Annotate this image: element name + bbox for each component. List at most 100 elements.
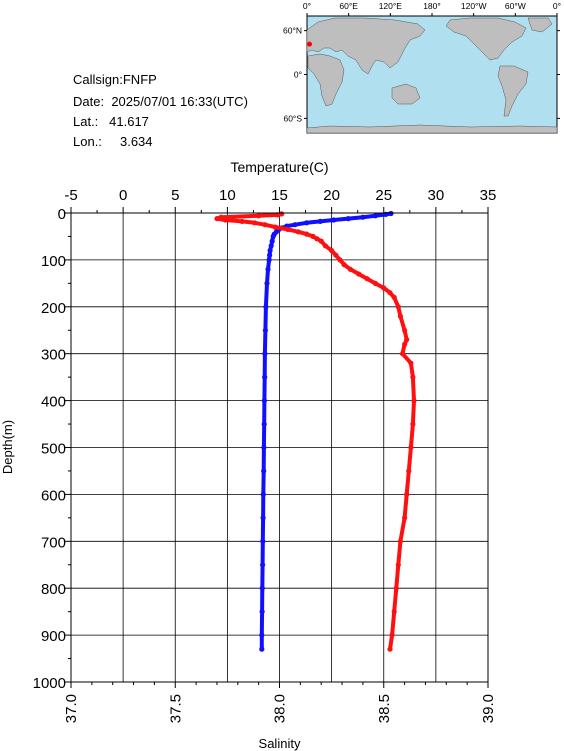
temperature-tick-label: 15 (271, 187, 288, 204)
salinity-point (322, 243, 328, 249)
depth-axis-label: Depth(m) (0, 420, 15, 474)
depth-axis: 0 100 200 300 400 500 600 700 800 900 1000 (33, 206, 71, 692)
salinity-axis: 37.0 37.5 38.0 38.5 39.0 (63, 682, 497, 723)
map-longitude-label: 0° (303, 1, 311, 11)
lon-value: 3.634 (119, 134, 153, 149)
salinity-profile-line (215, 211, 416, 652)
lon-label: Lon.: (73, 134, 102, 149)
depth-tick-label: 800 (41, 581, 66, 598)
salinity-tick-label: 39.0 (480, 694, 497, 723)
depth-tick-label: 700 (41, 534, 66, 551)
map-longitude-ticks: 0° 60°E 120°E 180° 120°W 60°W 0° (303, 1, 561, 16)
map-longitude-label: 120°E (379, 1, 403, 11)
salinity-point (333, 252, 339, 258)
lat-line: Lat.: 41.617 (73, 114, 149, 129)
temperature-point (262, 327, 268, 333)
salinity-point (387, 646, 393, 652)
salinity-point (218, 214, 224, 220)
map-longitude-label: 120°W (461, 1, 487, 11)
salinity-point (214, 216, 220, 222)
map-longitude-label: 60°W (505, 1, 526, 11)
lon-line: Lon.: 3.634 (73, 134, 153, 149)
salinity-point (272, 224, 278, 230)
salinity-point (408, 360, 414, 366)
salinity-point (318, 238, 324, 244)
depth-tick-label: 300 (41, 347, 66, 364)
lat-label: Lat.: (73, 114, 99, 129)
temperature-point (261, 421, 267, 427)
depth-tick-label: 600 (41, 487, 66, 504)
temperature-tick-label: 0 (119, 187, 127, 204)
temperature-point (267, 247, 273, 254)
temperature-point (261, 398, 267, 404)
map-latitude-label: 0° (294, 70, 302, 80)
salinity-point (239, 218, 245, 224)
salinity-point (395, 304, 401, 310)
temperature-point (383, 211, 389, 217)
temperature-tick-label: 10 (219, 187, 236, 204)
temperature-point (360, 214, 366, 220)
salinity-point (314, 236, 320, 242)
salinity-point (381, 285, 387, 291)
world-map: 0° 60°E 120°E 180° 120°W 60°W 0° 60°N 0° 60°S (283, 1, 561, 134)
salinity-point (279, 211, 285, 217)
salinity-point (274, 212, 280, 218)
land-north-america (445, 17, 527, 61)
temperature-tick-label: -5 (64, 187, 77, 204)
temperature-point (268, 243, 274, 249)
temperature-point (269, 238, 275, 244)
temperature-tick-label: 20 (323, 187, 340, 204)
salinity-axis-label: Salinity (259, 736, 301, 751)
data-series (214, 210, 417, 652)
salinity-tick-label: 38.5 (376, 694, 393, 723)
date-value: 2025/07/01 16:33(UTC) (111, 94, 248, 109)
salinity-point (397, 538, 403, 544)
depth-tick-label: 1000 (33, 675, 66, 692)
salinity-point (256, 213, 262, 219)
temperature-point (260, 538, 266, 544)
temperature-point (259, 646, 265, 652)
salinity-point (402, 515, 408, 521)
salinity-point (304, 231, 310, 237)
map-latitude-label: 60°S (283, 113, 302, 123)
salinity-point (406, 468, 412, 474)
callsign-line: Callsign:FNFP (73, 72, 157, 87)
depth-tick-label: 200 (41, 300, 66, 317)
temperature-tick-label: 30 (428, 187, 445, 204)
salinity-point (410, 374, 416, 380)
depth-tick-label: 400 (41, 394, 66, 411)
temperature-tick-label: 5 (171, 187, 179, 204)
salinity-point (347, 266, 353, 272)
land-antarctica (306, 124, 558, 134)
salinity-point (391, 294, 397, 300)
salinity-point (285, 226, 291, 232)
temperature-tick-label: 25 (375, 187, 392, 204)
salinity-point (410, 421, 416, 427)
salinity-point (402, 341, 408, 347)
temperature-point (264, 280, 270, 286)
temperature-point (388, 210, 394, 217)
salinity-point (387, 290, 393, 296)
temperature-axis: -5 0 5 10 15 20 25 30 35 (64, 187, 496, 213)
salinity-point (364, 276, 370, 282)
temperature-point (266, 257, 272, 263)
callsign-value: FNFP (122, 72, 157, 87)
depth-tick-label: 100 (41, 253, 66, 270)
salinity-point (356, 271, 362, 277)
salinity-point (404, 337, 410, 343)
salinity-point (222, 217, 228, 223)
depth-tick-label: 0 (58, 206, 66, 223)
temperature-point (265, 266, 271, 272)
salinity-point (341, 262, 347, 268)
salinity-point (397, 313, 403, 319)
temperature-point (345, 216, 351, 222)
temperature-point (267, 252, 273, 258)
temperature-axis-label: Temperature(C) (230, 159, 328, 175)
temperature-point (262, 374, 268, 380)
temperature-point (292, 222, 298, 228)
grid-lines (70, 212, 489, 683)
map-latitude-ticks: 60°N 0° 60°S (283, 26, 560, 123)
salinity-point (337, 257, 343, 263)
salinity-point (399, 351, 406, 357)
